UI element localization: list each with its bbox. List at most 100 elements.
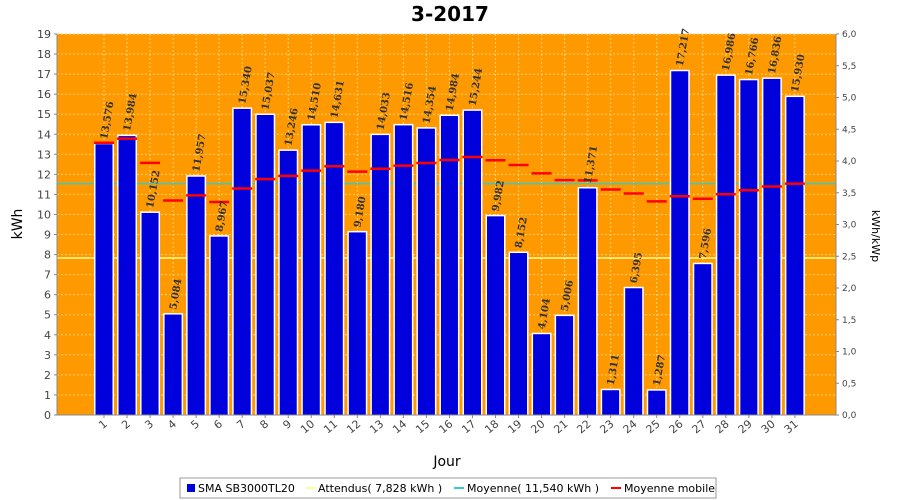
bar-day-9 [279, 150, 297, 415]
x-tick-label-day-20: 20 [528, 417, 547, 436]
y-tick-label: 12 [37, 168, 51, 181]
y-tick-label-right: 5,0 [842, 94, 857, 104]
bar-day-17 [463, 110, 481, 415]
y-tick-label: 6 [44, 289, 51, 302]
y-tick-label: 14 [37, 128, 51, 141]
bar-day-19 [510, 253, 528, 415]
bar-day-24 [625, 288, 643, 415]
x-tick-label-day-7: 7 [234, 417, 248, 431]
data-label-day-19: 8,152 [514, 216, 530, 249]
x-tick-label-day-21: 21 [551, 417, 570, 436]
y-tick-label: 13 [37, 148, 51, 161]
y-tick-label-right: 3,5 [842, 189, 856, 199]
data-label-day-20: 4,104 [537, 297, 553, 330]
bar-day-14 [394, 125, 412, 415]
bar-day-29 [740, 80, 758, 415]
y-tick-label: 9 [44, 229, 51, 242]
x-tick-label-day-11: 11 [321, 417, 340, 436]
bar-day-23 [602, 390, 620, 415]
legend-swatch-bars [187, 484, 195, 492]
y-tick-label-right: 0,0 [842, 411, 857, 421]
x-tick-label-day-23: 23 [598, 417, 617, 436]
x-tick-label-day-26: 26 [667, 417, 686, 436]
x-tick-label-day-30: 30 [759, 417, 778, 436]
bar-day-27 [694, 264, 712, 415]
y-tick-label: 7 [44, 269, 51, 282]
x-tick-label-day-13: 13 [367, 417, 386, 436]
moving-average-markers [94, 137, 805, 204]
legend-label-moyenne-mobile: Moyenne mobile [624, 482, 715, 495]
data-labels: 13,576 13,98410,1525,08411,9578,96715,340… [99, 28, 807, 387]
bar-day-12 [348, 232, 366, 415]
data-label-day-24: 6,395 [629, 251, 645, 284]
x-ticks: 1 2 3 4 5 6 7 8 9 10 11 12 13 14 15 16 17 18 19 20 21 22 23 24 2… [96, 415, 801, 436]
y-tick-label-right: 1,5 [842, 316, 856, 326]
y-tick-label-right: 4,5 [842, 125, 856, 135]
x-tick-label-day-10: 10 [298, 417, 317, 436]
data-label-day-6: 8,967 [214, 200, 230, 233]
y-tick-label-right: 5,5 [842, 62, 856, 72]
y-tick-label: 16 [37, 88, 51, 101]
data-label-day-25: 1,287 [652, 354, 668, 387]
x-tick-label-day-1: 1 [96, 417, 110, 431]
y-axis-title-right: kWh/kWp [869, 210, 882, 262]
x-tick-label-day-19: 19 [505, 417, 524, 436]
bar-day-30 [763, 78, 781, 416]
x-axis-title: Jour [432, 454, 461, 470]
legend-frame [179, 477, 717, 499]
y-tick-label: 5 [44, 309, 51, 322]
legend: SMA SB3000TL20 Attendus( 7,828 kWh ) Moy… [179, 477, 717, 499]
bar-day-10 [302, 125, 320, 415]
bar-day-26 [671, 71, 689, 415]
bar-day-13 [371, 135, 389, 415]
x-tick-label-day-14: 14 [390, 417, 409, 436]
bar-day-22 [579, 188, 597, 415]
x-tick-label-day-3: 3 [142, 417, 156, 431]
y-tick-label-right: 1,0 [842, 348, 857, 358]
x-tick-label-day-2: 2 [119, 417, 133, 431]
bar-day-8 [256, 114, 274, 416]
x-tick-label-day-6: 6 [211, 417, 225, 431]
x-tick-label-day-8: 8 [257, 417, 271, 431]
bar-day-5 [187, 176, 205, 415]
bar-day-20 [533, 334, 551, 415]
x-tick-label-day-25: 25 [644, 417, 663, 436]
y-tick-label-right: 4,0 [842, 157, 857, 167]
y-tick-label: 19 [37, 28, 51, 41]
bar-day-21 [556, 316, 574, 415]
x-tick-label-day-24: 24 [621, 417, 640, 436]
y-tick-label-right: 3,0 [842, 221, 857, 231]
x-tick-label-day-9: 9 [280, 417, 294, 431]
y-tick-label: 15 [37, 108, 51, 121]
bar-day-4 [164, 314, 182, 415]
data-label-day-21: 5,006 [560, 279, 576, 312]
bar-day-25 [648, 390, 666, 415]
bar-day-6 [210, 236, 228, 415]
legend-label-attendus: Attendus( 7,828 kWh ) [318, 482, 442, 495]
x-tick-label-day-12: 12 [344, 417, 363, 436]
x-tick-label-day-16: 16 [436, 417, 455, 436]
x-tick-label-day-17: 17 [459, 417, 478, 436]
bar-day-18 [487, 216, 505, 415]
y-tick-label-right: 2,0 [842, 284, 857, 294]
y-tick-label-right: 6,0 [842, 30, 857, 40]
x-tick-label-day-31: 31 [782, 417, 801, 436]
x-tick-label-day-28: 28 [713, 417, 732, 436]
bar-day-11 [325, 123, 343, 415]
y-tick-label-right: 0,5 [842, 379, 856, 389]
bars [94, 69, 805, 416]
y-tick-label: 4 [44, 329, 51, 342]
y-tick-label: 8 [44, 249, 51, 262]
x-tick-label-day-22: 22 [574, 417, 593, 436]
bar-day-2 [118, 136, 136, 416]
y-ticks-right: 0,0 0,5 1,0 1,5 2,0 2,5 3,0 3,5 4,0 4,5 5,0 5,5 6,0 [836, 30, 857, 421]
y-tick-label: 0 [44, 409, 51, 422]
x-tick-label-day-15: 15 [413, 417, 432, 436]
bar-day-7 [233, 108, 251, 415]
chart-title: 3-2017 [411, 2, 489, 26]
data-label-day-23: 1,311 [606, 353, 622, 386]
legend-label-bars: SMA SB3000TL20 [198, 482, 295, 495]
x-tick-label-day-5: 5 [188, 417, 202, 431]
